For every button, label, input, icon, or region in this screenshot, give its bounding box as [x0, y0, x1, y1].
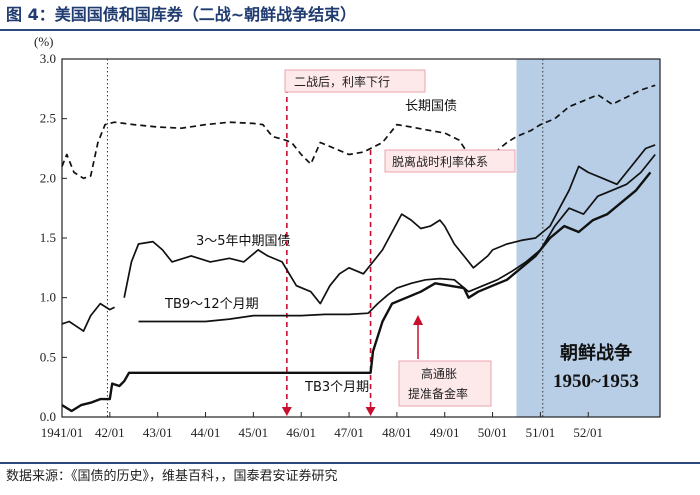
x-tick-label: 49/01 [430, 425, 460, 440]
x-tick-label: 51/01 [526, 425, 556, 440]
x-tick-label: 50/01 [478, 425, 508, 440]
figure-title: 图 4：美国国债和国库券（二战~朝鲜战争结束） [6, 5, 357, 24]
x-axis: 1941/01 42/01 43/01 44/01 45/01 46/01 47/01 48/… [41, 412, 603, 440]
fed-accord-text: 脱离战时利率体系 [392, 154, 488, 169]
inflation-arrow-head [413, 315, 423, 325]
series-line-tb3 [61, 171, 652, 413]
x-tick-label: 46/01 [286, 425, 316, 440]
x-tick-label: 48/01 [382, 425, 412, 440]
x-tick-label: 45/01 [239, 425, 269, 440]
x-tick-label: 47/01 [334, 425, 364, 440]
x-tick-label: 44/01 [191, 425, 221, 440]
series-lines [61, 84, 656, 413]
inflation-box [398, 360, 492, 407]
source-note: 数据来源：《国债的历史》，维基百科，，国泰君安证券研究 [6, 469, 338, 484]
series-line-tb9-12-a [61, 302, 115, 332]
series-label-tb9-12: TB9～12个月期 [164, 297, 259, 312]
red-arrow-head [281, 407, 292, 416]
x-tick-label: 52/01 [573, 425, 603, 440]
x-tick-label: 1941/01 [41, 425, 84, 440]
x-tick-label: 43/01 [143, 425, 173, 440]
y-unit-label: (%) [34, 34, 54, 49]
y-tick-label: 2.5 [40, 111, 56, 126]
x-tick-label: 42/01 [95, 425, 125, 440]
series-line-3-5y [123, 144, 656, 305]
korea-war-title: 朝鲜战争 [560, 342, 632, 364]
inflation-text-2: 提准备金率 [408, 386, 468, 401]
title-rule [0, 29, 700, 31]
red-arrow-head [365, 407, 376, 416]
y-tick-label: 2.0 [40, 170, 56, 185]
war-end-box [284, 69, 426, 93]
y-tick-label: 1.0 [40, 290, 56, 305]
y-tick-label: 0.5 [40, 349, 56, 364]
series-label-tb3: TB3个月期 [304, 380, 369, 395]
korea-war-shade [516, 59, 660, 417]
vertical-markers [106, 59, 544, 417]
y-axis: 0.0 0.5 1.0 1.5 2.0 2.5 3.0 [40, 51, 67, 424]
series-label-3-5y: 3～5年中期国债 [196, 234, 291, 249]
source-rule [0, 462, 700, 464]
inflation-text-1: 高通胀 [421, 366, 457, 381]
fed-accord-box [384, 149, 516, 173]
y-tick-label: 1.5 [40, 230, 56, 245]
y-tick-label: 0.0 [40, 409, 56, 424]
line-chart: 0.0 0.5 1.0 1.5 2.0 2.5 3.0 1941/01 42/01 43/01 4… [34, 34, 661, 440]
y-tick-label: 3.0 [40, 51, 56, 66]
series-line-tb9-12-b [138, 153, 656, 323]
korea-war-years: 1950~1953 [553, 371, 639, 392]
series-line-long-term [61, 84, 656, 180]
series-label-long-term: 长期国债 [405, 99, 457, 114]
war-end-text: 二战后，利率下行 [294, 74, 390, 89]
